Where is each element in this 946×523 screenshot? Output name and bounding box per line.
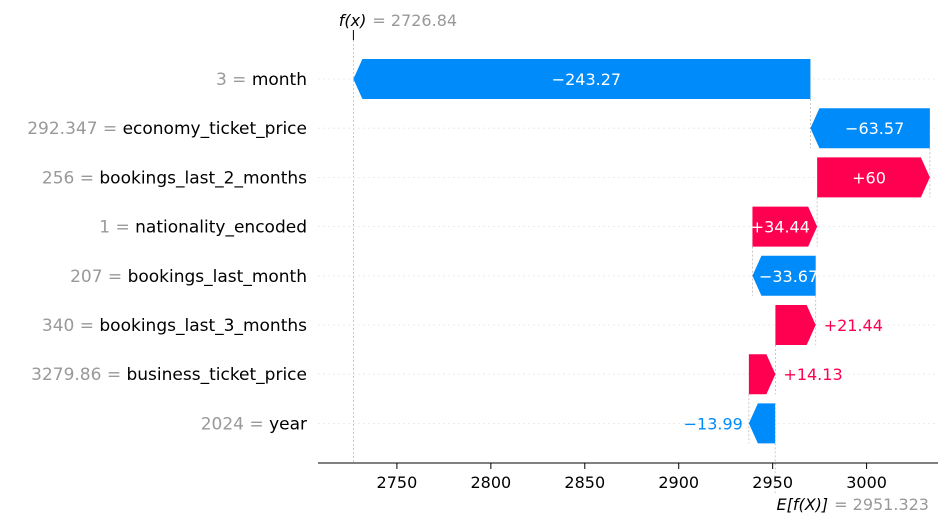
feature-name: year	[269, 414, 307, 434]
contribution-label: +60	[852, 168, 886, 187]
positive-bar	[752, 206, 818, 247]
base-value-label: E[f(X)]	[776, 495, 828, 514]
contribution-label: −243.27	[552, 70, 621, 89]
feature-label: 1 = nationality_encoded	[99, 218, 307, 238]
feature-label: 207 = bookings_last_month	[70, 267, 307, 287]
x-tick-label: 3000	[846, 473, 887, 492]
feature-value: 3279.86 =	[31, 365, 126, 385]
x-axis: 2750 2800 2850 2900 2950 3000	[318, 462, 938, 492]
base-value: = 2951.323	[834, 495, 929, 514]
x-tick-label: 2850	[564, 473, 605, 492]
feature-name: bookings_last_month	[128, 267, 307, 287]
feature-label: 256 = bookings_last_2_months	[42, 168, 307, 188]
feature-name: nationality_encoded	[135, 218, 307, 238]
feature-value: 1 =	[99, 218, 135, 238]
x-tick-label: 2750	[377, 473, 418, 492]
feature-label: 340 = bookings_last_3_months	[42, 316, 307, 336]
contribution-label: −63.57	[845, 119, 904, 138]
feature-value: 3 =	[216, 70, 252, 90]
bars-layer	[353, 59, 930, 444]
feature-value: 207 =	[70, 267, 128, 287]
positive-bar	[748, 354, 776, 395]
fx-value: = 2726.84	[372, 11, 457, 30]
labels-layer: −243.27 3 = month −63.57 292.347 = economy_…	[27, 70, 904, 434]
feature-name: bookings_last_3_months	[99, 316, 307, 336]
feature-label: 3279.86 = business_ticket_price	[31, 365, 307, 385]
contribution-label: +21.44	[824, 316, 883, 335]
x-tick-label: 2950	[752, 473, 793, 492]
contribution-label: −13.99	[684, 414, 743, 433]
x-tick-label: 2800	[470, 473, 511, 492]
positive-bar	[775, 305, 816, 345]
feature-value: 2024 =	[201, 414, 269, 434]
x-tick-label: 2900	[658, 473, 699, 492]
negative-bar	[810, 108, 930, 149]
positive-bar	[817, 157, 930, 198]
negative-bar	[752, 255, 816, 296]
feature-value: 256 =	[42, 168, 100, 188]
feature-name: economy_ticket_price	[123, 119, 307, 139]
negative-bar	[353, 59, 811, 99]
negative-bar	[748, 403, 776, 444]
feature-name: business_ticket_price	[126, 365, 307, 385]
grid-layer	[318, 30, 938, 493]
feature-name: bookings_last_2_months	[99, 168, 307, 188]
contribution-label: +34.44	[751, 218, 810, 237]
annotations: f(x) = 2726.84 E[f(X)] = 2951.323	[339, 11, 929, 514]
feature-label: 2024 = year	[201, 414, 307, 434]
fx-label: f(x)	[339, 11, 367, 30]
contribution-label: +14.13	[783, 365, 842, 384]
feature-label: 292.347 = economy_ticket_price	[27, 119, 307, 139]
feature-value: 292.347 =	[27, 119, 122, 139]
contribution-label: −33.67	[759, 267, 818, 286]
feature-label: 3 = month	[216, 70, 307, 90]
feature-name: month	[252, 70, 307, 90]
feature-value: 340 =	[42, 316, 100, 336]
